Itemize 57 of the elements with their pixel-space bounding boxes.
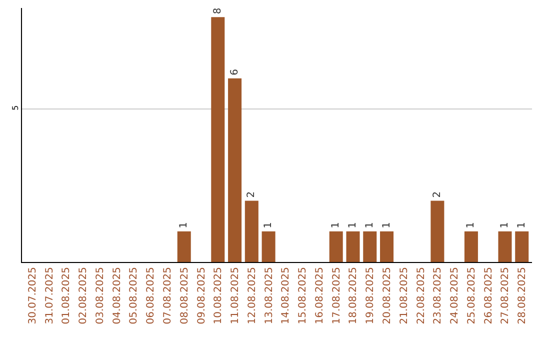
bar xyxy=(464,231,478,262)
data-label: 1 xyxy=(178,222,190,228)
bar xyxy=(244,200,258,262)
x-tick-label: 17.08.2025 xyxy=(331,267,342,324)
x-tick-label: 20.08.2025 xyxy=(382,267,394,324)
x-tick-label: 09.08.2025 xyxy=(196,267,208,324)
x-tick-label: 18.08.2025 xyxy=(348,267,360,324)
x-tick-label: 15.08.2025 xyxy=(298,267,309,324)
data-label: 1 xyxy=(263,222,274,228)
x-tick-label: 12.08.2025 xyxy=(246,267,258,324)
bar xyxy=(211,17,225,262)
data-label: 1 xyxy=(466,222,477,228)
bar xyxy=(346,231,360,262)
data-label: 2 xyxy=(432,191,443,198)
x-tick-label: 16.08.2025 xyxy=(314,267,326,324)
x-tick-label: 23.08.2025 xyxy=(432,267,444,324)
data-label: 2 xyxy=(246,191,258,198)
bar xyxy=(329,231,343,262)
x-tick-label: 24.08.2025 xyxy=(450,267,461,324)
x-tick-label: 31.07.2025 xyxy=(44,267,56,324)
x-tick-label: 05.08.2025 xyxy=(128,267,140,324)
x-tick-label: 04.08.2025 xyxy=(112,267,123,324)
x-tick-label: 08.08.2025 xyxy=(179,267,190,324)
x-tick-label: 22.08.2025 xyxy=(416,267,427,324)
bar xyxy=(177,231,191,262)
x-tick-label: 21.08.2025 xyxy=(398,267,410,324)
y-tick-label: 5 xyxy=(10,105,20,110)
bar xyxy=(228,78,242,262)
bar xyxy=(515,231,529,262)
bar xyxy=(498,231,512,262)
data-label: 1 xyxy=(381,222,392,228)
x-tick-label: 13.08.2025 xyxy=(264,267,275,324)
bar xyxy=(363,231,377,262)
bar xyxy=(262,231,276,262)
x-tick-label: 01.08.2025 xyxy=(61,267,72,324)
data-label: 1 xyxy=(347,222,358,228)
data-label: 1 xyxy=(516,222,528,228)
data-label: 1 xyxy=(499,222,510,228)
x-tick-label: 26.08.2025 xyxy=(483,267,494,324)
data-label: 1 xyxy=(364,222,376,228)
bar xyxy=(380,231,394,262)
x-tick-label: 07.08.2025 xyxy=(162,267,174,324)
data-label: 6 xyxy=(229,69,240,76)
x-tick-label: 25.08.2025 xyxy=(466,267,478,324)
x-tick-label: 02.08.2025 xyxy=(78,267,90,324)
x-tick-label: 30.07.2025 xyxy=(27,267,38,324)
data-label: 8 xyxy=(212,8,224,14)
x-tick-label: 10.08.2025 xyxy=(213,267,224,324)
x-tick-label: 11.08.2025 xyxy=(230,267,242,324)
x-tick-label: 28.08.2025 xyxy=(517,267,528,324)
x-tick-label: 27.08.2025 xyxy=(500,267,512,324)
bar xyxy=(430,200,444,262)
x-tick-label: 06.08.2025 xyxy=(146,267,157,324)
x-tick-label: 19.08.2025 xyxy=(365,267,376,324)
x-tick-label: 14.08.2025 xyxy=(280,267,292,324)
x-tick-label: 03.08.2025 xyxy=(94,267,106,324)
data-label: 1 xyxy=(330,222,342,228)
